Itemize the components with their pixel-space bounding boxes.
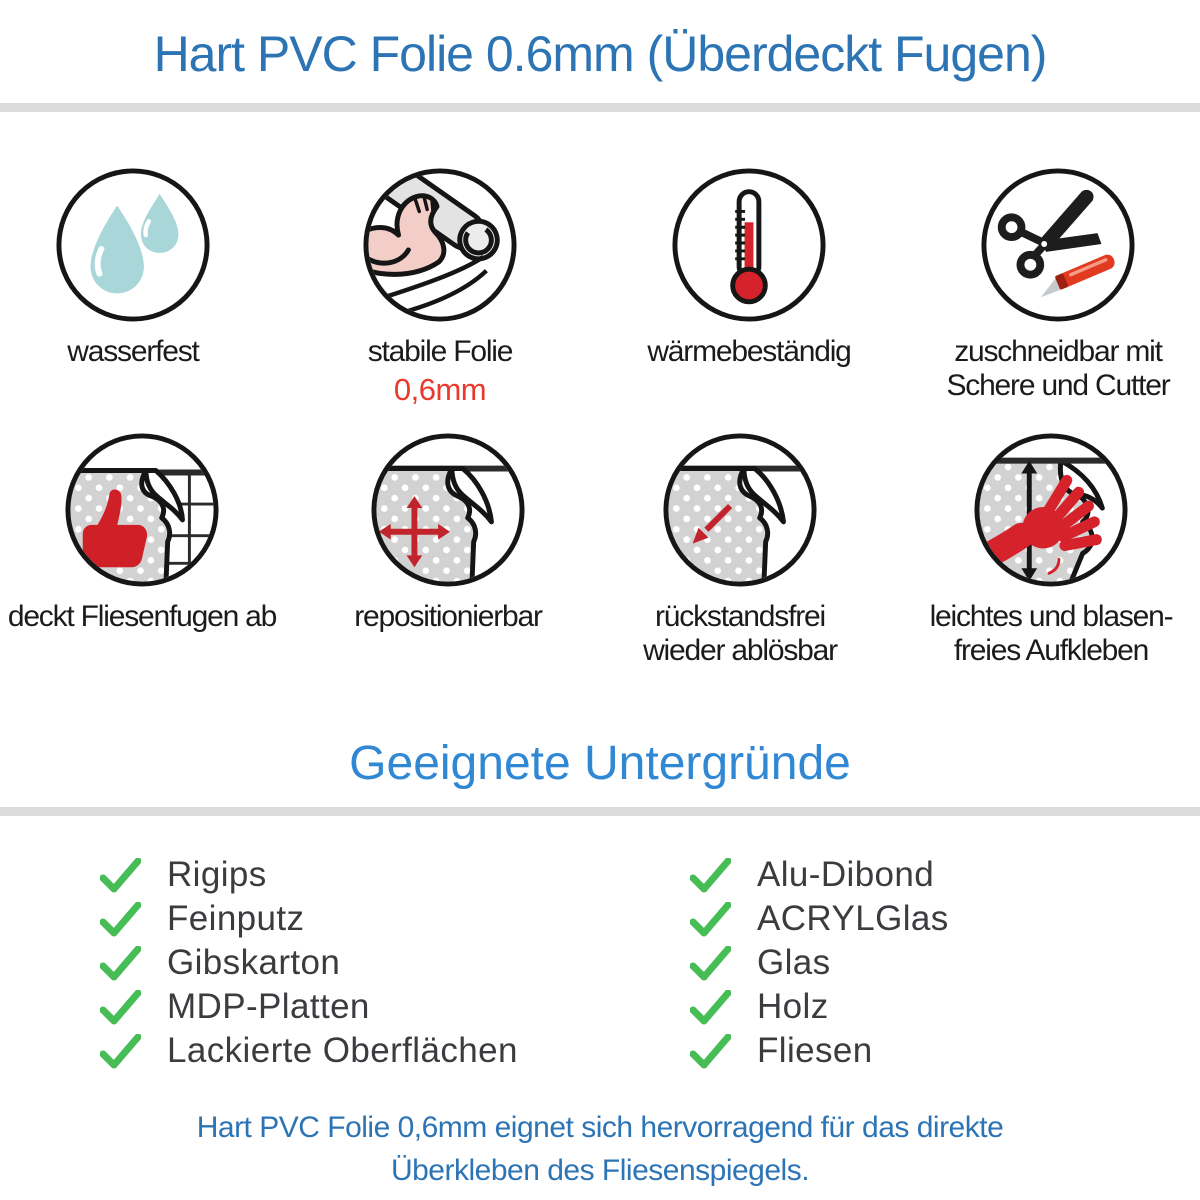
substrate-label: Feinputz xyxy=(167,899,305,938)
substrate-label: Alu-Dibond xyxy=(757,855,935,894)
section-title-untergruende: Geeignete Untergründe xyxy=(349,737,851,790)
hand-smoothing-foil-icon xyxy=(972,431,1130,589)
substrate-label: Rigips xyxy=(167,855,267,894)
check-icon xyxy=(689,945,732,981)
check-icon xyxy=(99,857,142,893)
footer-note: Hart PVC Folie 0,6mm eignet sich hervorr… xyxy=(196,1111,1004,1187)
water-drops-icon xyxy=(54,166,212,324)
list-item: Lackierte Oberflächen xyxy=(99,1029,518,1073)
check-icon xyxy=(99,945,142,981)
feature-heat-resistant: wärmebeständig xyxy=(599,166,899,369)
divider-middle xyxy=(0,807,1200,816)
check-icon xyxy=(689,857,732,893)
feature-label: deckt Fliesenfugen ab xyxy=(7,600,278,633)
list-item: Glas xyxy=(689,941,949,985)
scissors-cutter-icon xyxy=(979,166,1137,324)
substrate-label: ACRYLGlas xyxy=(757,899,949,938)
substrate-label: Fliesen xyxy=(757,1031,873,1070)
foil-move-arrows-icon xyxy=(369,431,527,589)
feature-waterproof: wasserfest xyxy=(0,166,283,369)
substrate-label: Glas xyxy=(757,943,831,982)
substrates-list-right: Alu-Dibond ACRYLGlas Glas Holz Fliesen xyxy=(689,853,949,1073)
substrate-label: Gibskarton xyxy=(167,943,341,982)
substrate-label: Lackierte Oberflächen xyxy=(167,1031,518,1070)
feature-bubble-free-application: leichtes und blasen- freies Aufkleben xyxy=(901,431,1200,668)
feature-label: repositionierbar xyxy=(354,600,543,633)
foil-over-tiles-thumbs-up-icon xyxy=(63,431,221,589)
substrate-label: MDP-Platten xyxy=(167,987,370,1026)
feature-sturdy-foil: stabile Folie 0,6mm xyxy=(290,166,590,408)
list-item: ACRYLGlas xyxy=(689,897,949,941)
feature-label: leichtes und blasen- freies Aufkleben xyxy=(929,600,1174,667)
list-item: Gibskarton xyxy=(99,941,518,985)
feature-removable: rückstandsfrei wieder ablösbar xyxy=(590,431,890,668)
feature-cuttable: zuschneidbar mit Schere und Cutter xyxy=(908,166,1200,403)
feature-label: stabile Folie xyxy=(367,335,514,368)
list-item: MDP-Platten xyxy=(99,985,518,1029)
divider-top xyxy=(0,103,1200,112)
feature-label: wasserfest xyxy=(67,335,200,368)
feature-label: wärmebeständig xyxy=(647,335,852,368)
list-item: Alu-Dibond xyxy=(689,853,949,897)
thermometer-icon xyxy=(670,166,828,324)
muscle-arm-foil-roll-icon xyxy=(361,166,519,324)
check-icon xyxy=(689,1033,732,1069)
feature-repositionable: repositionierbar xyxy=(298,431,598,634)
check-icon xyxy=(689,989,732,1025)
feature-label: zuschneidbar mit Schere und Cutter xyxy=(946,335,1170,402)
page-title: Hart PVC Folie 0.6mm (Überdeckt Fugen) xyxy=(153,26,1048,82)
check-icon xyxy=(99,901,142,937)
feature-covers-tile-joints: deckt Fliesenfugen ab xyxy=(0,431,292,634)
foil-peel-arrow-icon xyxy=(661,431,819,589)
list-item: Rigips xyxy=(99,853,518,897)
check-icon xyxy=(689,901,732,937)
substrates-list-left: Rigips Feinputz Gibskarton MDP-Platten L… xyxy=(99,853,518,1073)
check-icon xyxy=(99,1033,142,1069)
check-icon xyxy=(99,989,142,1025)
substrate-label: Holz xyxy=(757,987,829,1026)
list-item: Feinputz xyxy=(99,897,518,941)
feature-sublabel-thickness: 0,6mm xyxy=(393,372,487,407)
list-item: Holz xyxy=(689,985,949,1029)
list-item: Fliesen xyxy=(689,1029,949,1073)
feature-label: rückstandsfrei wieder ablösbar xyxy=(643,600,838,667)
